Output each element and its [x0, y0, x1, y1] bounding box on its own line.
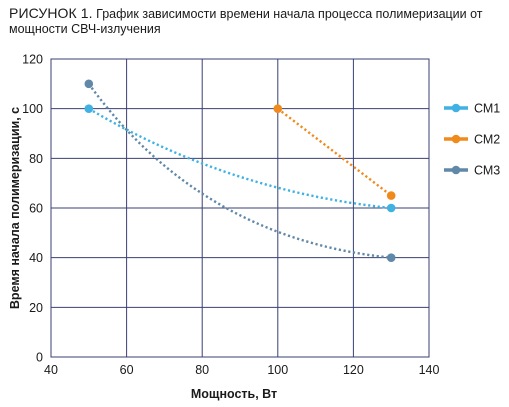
y-tick-label: 0	[36, 351, 43, 365]
data-point-см3	[84, 79, 94, 89]
series-line-см3	[87, 83, 392, 259]
data-point-см1	[386, 203, 396, 213]
series-line-см1	[88, 107, 392, 210]
y-tick-label: 120	[22, 53, 43, 67]
y-tick-label: 40	[29, 251, 43, 265]
y-tick-label: 80	[29, 152, 43, 166]
data-point-см1	[84, 104, 94, 113]
x-tick-label: 140	[419, 363, 440, 377]
legend-marker-см3	[451, 165, 461, 175]
y-tick-label: 100	[22, 102, 43, 116]
y-tick-label: 20	[29, 301, 43, 315]
figure-title: РИСУНОК 1. График зависимости времени на…	[9, 6, 501, 37]
data-point-см3	[386, 253, 396, 262]
series-line-см2	[277, 107, 392, 197]
x-axis-label: Мощность, Вт	[191, 387, 277, 401]
figure-title-lead: РИСУНОК 1.	[9, 5, 93, 21]
legend-label-см3: СМ3	[474, 164, 500, 178]
x-tick-label: 120	[343, 363, 364, 377]
legend-marker-см2	[451, 134, 461, 144]
legend-label-см2: СМ2	[474, 133, 500, 147]
series-layer	[84, 79, 396, 262]
x-tick-label: 80	[195, 363, 209, 377]
legend-label-см1: СМ1	[474, 102, 500, 116]
tick-layer: 40 60 80 100 120 140 0 20 40 60 80 100 120	[22, 53, 439, 378]
x-tick-label: 60	[120, 363, 134, 377]
data-point-см2	[386, 191, 396, 200]
x-tick-label: 100	[267, 363, 288, 377]
data-point-см2	[273, 104, 283, 113]
x-tick-label: 40	[44, 363, 58, 377]
grid-layer	[50, 58, 430, 358]
legend-marker-см1	[451, 103, 461, 113]
legend: СМ1 СМ2 СМ3	[444, 102, 500, 178]
figure-title-text: График зависимости времени начала процес…	[9, 7, 483, 36]
y-tick-label: 60	[29, 202, 43, 216]
y-axis-label: Время начала полимеризации, с	[8, 107, 22, 309]
